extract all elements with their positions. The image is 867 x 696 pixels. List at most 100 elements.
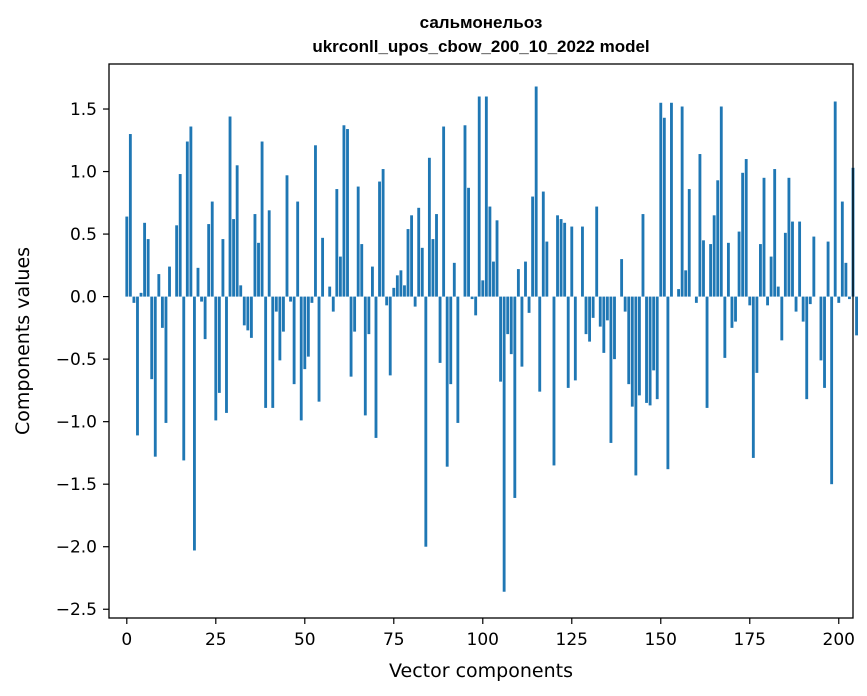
bar-115	[534, 86, 538, 297]
bar-122	[559, 219, 563, 297]
bar-50	[303, 296, 307, 370]
bar-134	[602, 296, 606, 353]
bar-175	[748, 296, 752, 306]
bar-181	[769, 256, 773, 297]
bar-97	[470, 296, 474, 300]
bar-51	[306, 296, 310, 357]
bar-81	[413, 296, 417, 307]
bar-71	[378, 181, 381, 297]
bar-28	[225, 296, 228, 413]
bar-16	[182, 296, 186, 461]
bar-190	[801, 296, 805, 322]
x-tick-label-5: 125	[556, 630, 588, 650]
bar-25	[214, 296, 218, 421]
x-tick-label-8: 200	[823, 630, 855, 650]
bar-60	[338, 256, 342, 297]
bar-199	[833, 101, 837, 297]
bar-85	[427, 157, 431, 297]
bar-178	[759, 244, 762, 297]
bar-75	[392, 287, 396, 297]
bar-64	[353, 296, 357, 332]
bar-205	[855, 296, 858, 336]
bar-45	[285, 175, 289, 297]
bar-41	[271, 296, 275, 408]
bar-73	[385, 296, 389, 306]
bar-109	[513, 296, 517, 498]
bar-52	[310, 296, 314, 303]
x-tick-label-0: 0	[121, 630, 132, 650]
bar-78	[403, 285, 406, 297]
bar-116	[538, 296, 542, 392]
bar-58	[331, 296, 335, 312]
bar-184	[780, 296, 784, 341]
x-axis-label: Vector components	[389, 660, 573, 682]
bar-174	[744, 159, 748, 297]
bar-171	[734, 296, 737, 322]
bar-128	[581, 226, 584, 297]
bar-7	[150, 296, 154, 380]
bar-86	[431, 239, 435, 297]
y-tick-label-7: 1.0	[70, 163, 97, 183]
bar-111	[520, 296, 524, 367]
bar-139	[620, 259, 624, 297]
bar-43	[278, 296, 282, 361]
bar-130	[588, 296, 591, 342]
bar-99	[477, 96, 481, 297]
bar-66	[360, 244, 364, 297]
bar-170	[730, 296, 734, 328]
bar-141	[627, 296, 631, 385]
bar-179	[762, 177, 766, 297]
bar-91	[449, 296, 453, 385]
bar-113	[527, 296, 531, 313]
bar-96	[467, 187, 470, 297]
bar-69	[371, 266, 374, 297]
bar-93	[456, 296, 460, 423]
bar-47	[292, 296, 296, 385]
bar-188	[794, 296, 798, 312]
bar-168	[723, 296, 727, 358]
bar-132	[595, 206, 599, 297]
bar-192	[808, 296, 812, 305]
x-tick-label-2: 50	[294, 630, 316, 650]
bar-87	[435, 214, 438, 297]
bar-5	[143, 222, 147, 297]
bar-187	[791, 221, 794, 297]
bar-62	[346, 129, 349, 297]
bar-125	[570, 226, 574, 297]
bar-163	[705, 296, 709, 408]
bar-44	[282, 296, 285, 332]
bar-117	[541, 191, 545, 297]
bar-23	[207, 224, 211, 297]
bar-169	[726, 242, 730, 297]
bar-92	[452, 262, 456, 297]
y-axis-label: Components values	[12, 247, 34, 435]
x-tick-label-1: 25	[205, 630, 227, 650]
bar-152	[666, 296, 670, 470]
bar-35	[249, 296, 253, 338]
bar-126	[573, 296, 577, 381]
bar-140	[623, 296, 627, 312]
bar-144	[637, 296, 641, 396]
bar-158	[687, 189, 691, 297]
bar-160	[694, 296, 698, 303]
bar-165	[712, 215, 716, 297]
bar-110	[516, 269, 520, 297]
bar-135	[605, 296, 609, 321]
bar-167	[719, 106, 723, 297]
chart-title-line-1: сальмонельоз	[420, 13, 543, 32]
bar-147	[648, 296, 652, 406]
bar-1	[128, 134, 132, 297]
bar-182	[773, 169, 777, 297]
bar-54	[317, 296, 321, 402]
bar-162	[702, 240, 705, 297]
bar-143	[634, 296, 638, 476]
bar-40	[267, 210, 271, 297]
x-tick-label-3: 75	[383, 630, 405, 650]
bar-48	[296, 201, 300, 297]
bar-148	[652, 296, 656, 371]
bar-106	[502, 296, 506, 592]
plot-area-frame	[108, 63, 854, 619]
bar-37	[257, 242, 260, 297]
